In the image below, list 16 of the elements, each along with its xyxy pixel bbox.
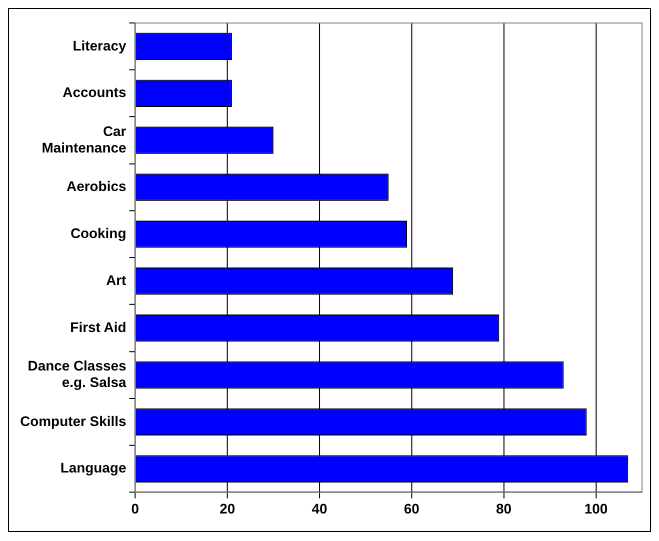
y-tick-label: Car Maintenance (42, 122, 127, 156)
y-tick-label: Cooking (70, 225, 126, 242)
y-tick-label: Literacy (72, 37, 126, 54)
x-tick-label: 20 (220, 500, 236, 517)
y-tick-label: First Aid (70, 318, 126, 335)
x-tick-label: 60 (404, 500, 420, 517)
x-tick-label: 80 (496, 500, 512, 517)
x-tick-label: 40 (312, 500, 328, 517)
y-tick-label: Language (60, 460, 126, 476)
x-tick-label: 0 (131, 500, 140, 517)
x-tick-label: 100 (584, 500, 608, 517)
y-tick-label: Aerobics (66, 178, 126, 194)
y-tick-label: Accounts (62, 84, 126, 100)
y-tick-label: Computer Skills (20, 412, 126, 429)
y-tick-label: Dance Classes e.g. Salsa (28, 357, 126, 390)
y-tick-label: Art (106, 272, 127, 288)
